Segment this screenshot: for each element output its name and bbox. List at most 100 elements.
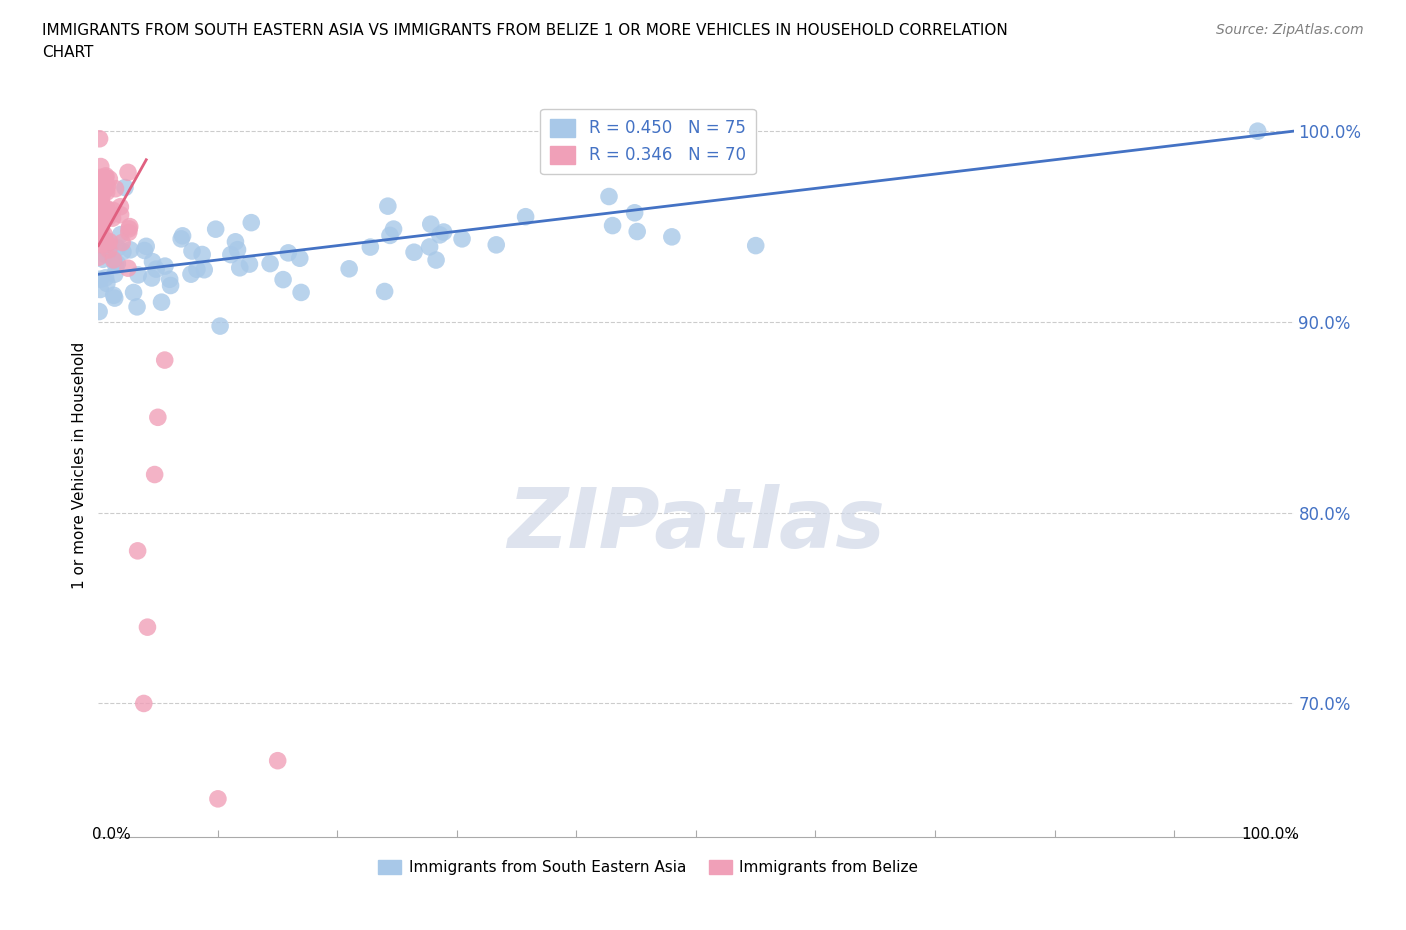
Point [122,285,145,299]
Point [127,268,149,283]
Point [136,619,159,634]
Point [598,189,620,204]
Y-axis label: 1 or more Vehicles in Household: 1 or more Vehicles in Household [72,341,87,589]
Point [485,237,508,252]
Point [193,262,215,277]
Point [96,201,118,216]
Point [94,271,117,286]
Text: 0.0%: 0.0% [93,828,131,843]
Point [419,239,441,254]
Point [104,181,127,196]
Point [96,179,118,194]
Point [259,256,281,271]
Point [89,272,111,286]
Point [118,221,141,236]
Legend: Immigrants from South Eastern Asia, Immigrants from Belize: Immigrants from South Eastern Asia, Immi… [371,854,925,882]
Point [377,199,399,214]
Point [90,170,112,185]
Point [402,245,425,259]
Point [87,304,110,319]
Point [96,209,118,224]
Point [378,228,401,243]
Text: ZIPatlas: ZIPatlas [508,484,884,565]
Point [97,238,120,253]
Point [1247,124,1270,139]
Point [89,282,111,297]
Point [90,189,112,204]
Point [103,253,125,268]
Point [93,208,115,223]
Point [90,194,112,209]
Point [180,267,202,282]
Point [141,254,163,269]
Point [277,246,299,260]
Point [104,258,127,272]
Point [89,217,111,232]
Point [94,232,117,247]
Point [105,257,128,272]
Point [90,219,112,234]
Point [150,295,173,310]
Point [97,205,120,219]
Point [207,791,229,806]
Point [170,232,193,246]
Point [90,179,112,194]
Point [433,224,456,239]
Point [100,236,122,251]
Point [451,232,474,246]
Point [224,234,246,249]
Point [103,288,125,303]
Point [90,237,112,252]
Text: 100.0%: 100.0% [1241,828,1299,843]
Point [89,208,111,223]
Text: CHART: CHART [42,45,94,60]
Point [90,222,112,237]
Point [111,235,134,250]
Point [382,221,405,236]
Point [107,241,129,256]
Point [117,260,139,275]
Point [219,247,242,262]
Point [132,696,155,711]
Point [172,229,194,244]
Point [515,209,537,224]
Point [89,187,111,202]
Point [98,234,121,249]
Point [96,244,118,259]
Point [745,238,768,253]
Point [94,170,117,185]
Point [101,211,124,226]
Point [94,181,117,196]
Point [90,184,112,199]
Point [90,159,112,174]
Point [89,131,111,146]
Point [87,189,110,204]
Point [114,180,136,195]
Point [134,243,156,258]
Point [125,299,148,314]
Point [146,410,169,425]
Point [97,243,120,258]
Point [104,291,127,306]
Point [96,185,118,200]
Point [110,227,132,242]
Point [91,184,114,199]
Point [602,219,624,233]
Point [120,243,142,258]
Point [89,236,111,251]
Point [94,179,117,194]
Point [153,352,176,367]
Point [93,171,115,186]
Point [229,260,252,275]
Point [91,200,114,215]
Point [87,175,110,190]
Point [94,247,117,262]
Point [90,206,112,221]
Point [98,244,121,259]
Point [623,206,645,220]
Text: Source: ZipAtlas.com: Source: ZipAtlas.com [1216,23,1364,37]
Point [209,319,232,334]
Point [374,284,396,299]
Point [101,203,124,218]
Point [94,168,117,183]
